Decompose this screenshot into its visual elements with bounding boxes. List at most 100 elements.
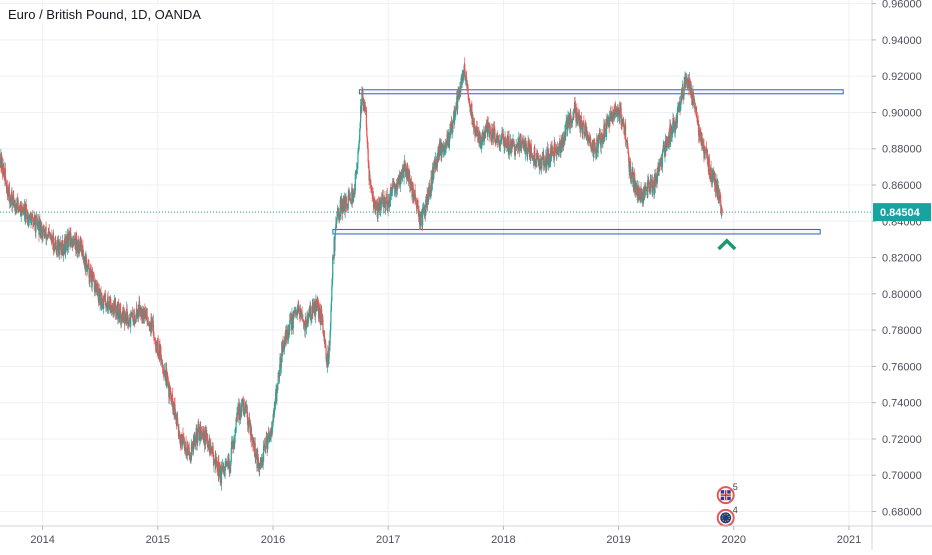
candle-body <box>96 283 99 289</box>
candle-body <box>526 148 528 155</box>
candle-body <box>370 187 372 189</box>
candle-body <box>188 447 190 456</box>
candle-body <box>446 134 448 145</box>
candle-body <box>86 265 88 272</box>
candle-body <box>307 313 309 323</box>
candle-body <box>278 369 281 377</box>
candle-body <box>197 424 199 441</box>
candle-body <box>328 341 330 359</box>
candle-body <box>230 461 232 466</box>
candle-body <box>701 137 703 144</box>
candle-body <box>624 126 626 135</box>
candle-body <box>567 117 569 129</box>
candle-body <box>327 350 329 362</box>
candle-body <box>434 159 437 169</box>
candle-body <box>420 215 422 227</box>
candle-body <box>288 331 290 332</box>
candle-body <box>482 132 484 140</box>
candle-body <box>411 182 414 198</box>
candle-body <box>704 148 706 151</box>
candle-body <box>469 100 471 107</box>
candle-body <box>216 466 219 471</box>
candle-body <box>1 157 3 172</box>
candle-body <box>480 136 482 147</box>
candle-body <box>36 216 38 218</box>
candle-body <box>690 87 693 99</box>
candle-body <box>346 204 348 209</box>
candle-body <box>365 110 367 128</box>
candle-body <box>476 126 478 136</box>
candle-body <box>55 240 57 246</box>
candle-body <box>396 182 399 190</box>
candle-body <box>468 98 470 100</box>
candle-body <box>271 427 274 433</box>
candle-body <box>432 169 434 171</box>
candle-body <box>259 465 261 470</box>
candle-body <box>703 148 706 159</box>
candle-body <box>328 358 330 362</box>
candle-body <box>206 433 208 445</box>
candle-body <box>216 460 218 467</box>
candle-body <box>548 153 550 164</box>
candle-body <box>473 124 476 127</box>
candle-body <box>406 168 408 178</box>
candle-body <box>272 419 274 428</box>
candle-body <box>589 137 592 147</box>
candle-body <box>674 121 676 132</box>
candle-body <box>101 297 103 308</box>
candle-body <box>240 405 243 417</box>
candle-body <box>544 166 546 168</box>
candle-body <box>185 441 187 452</box>
candle-body <box>320 322 322 325</box>
candle-body <box>83 256 85 263</box>
y-tick-label: 0.72000 <box>882 434 922 446</box>
candle-body <box>484 125 487 138</box>
flag-stars <box>721 513 730 522</box>
candle-body <box>147 323 150 325</box>
candle-body <box>661 152 663 168</box>
candle-body <box>340 198 342 214</box>
candle-body <box>714 178 717 191</box>
candle-body <box>208 438 211 454</box>
candle-body <box>375 202 377 209</box>
event-count: 5 <box>733 482 738 492</box>
candle-body <box>526 152 528 155</box>
candle-body <box>662 145 664 150</box>
candle-body <box>427 202 429 205</box>
candle-body <box>300 308 302 317</box>
candle-body <box>5 177 7 184</box>
candle-body <box>496 136 498 143</box>
candle-body <box>569 112 571 130</box>
candle-body <box>366 136 368 144</box>
candle-body <box>610 118 613 122</box>
candle-body <box>241 405 243 406</box>
candle-body <box>417 205 419 212</box>
candle-body <box>175 414 177 423</box>
candle-body <box>372 197 375 208</box>
candle-body <box>235 431 237 433</box>
candle-body <box>423 208 425 210</box>
candle-body <box>70 233 72 246</box>
candle-body <box>577 123 579 125</box>
candle-body <box>446 134 449 137</box>
candle-body <box>520 148 522 150</box>
candle-body <box>298 306 300 313</box>
candle-body <box>382 195 384 207</box>
candle-body <box>280 367 282 369</box>
candle-body <box>302 320 305 323</box>
candle-body <box>534 163 536 165</box>
y-tick-label: 0.94000 <box>882 35 922 47</box>
candle-body <box>25 205 27 212</box>
candle-body <box>33 220 35 225</box>
candle-body <box>257 453 259 458</box>
candle-body <box>464 64 466 75</box>
candle-body <box>18 207 20 210</box>
candle-body <box>125 323 127 325</box>
candle-body <box>531 152 533 158</box>
candle-body <box>53 248 55 252</box>
candle-body <box>119 303 122 319</box>
candle-body <box>317 302 319 304</box>
